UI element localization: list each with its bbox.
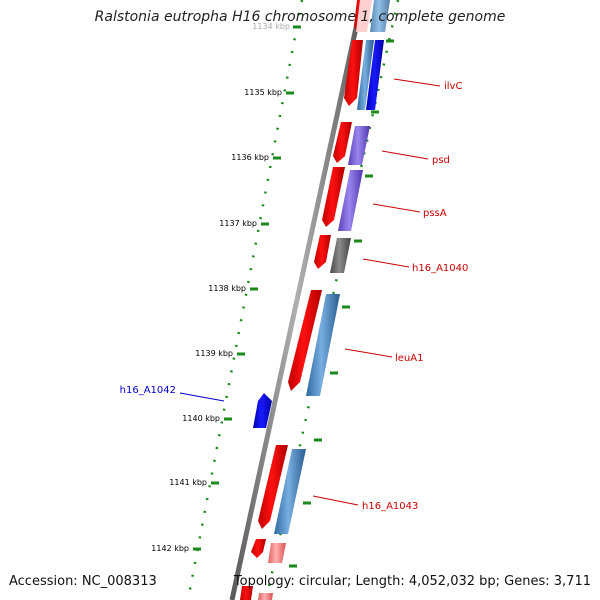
gene-arrow-h16a1043 xyxy=(258,445,288,529)
gene-label-pssa: pssA xyxy=(423,208,447,219)
cog-bar-leua1 xyxy=(306,294,340,396)
gene-label-psd: psd xyxy=(432,155,450,166)
inner-ruler-dots xyxy=(186,0,304,600)
outer-ruler-ticks xyxy=(289,39,394,568)
scale-label-1137: 1137 kbp xyxy=(219,219,257,228)
leader-pssa xyxy=(372,203,421,213)
accession-label: Accession: NC_008313 xyxy=(9,574,157,589)
forward-strand-genes xyxy=(240,0,368,600)
leader-h16a1040 xyxy=(362,258,410,268)
gene-arrow-bottom-a xyxy=(251,539,266,558)
cog-bar-ilvc-steel xyxy=(357,40,374,110)
gene-arrow-pssa xyxy=(322,167,345,227)
cog-bar-pssa xyxy=(338,170,363,231)
cog-features xyxy=(258,0,390,600)
scale-label-1134: 1134 kbp xyxy=(252,22,290,31)
cog-bar-top xyxy=(370,0,390,32)
gene-arrow-leua1 xyxy=(288,290,322,391)
gene-arrow-ilvc xyxy=(344,40,363,106)
cog-bar-bottom-pink xyxy=(268,543,286,563)
leader-ilvc xyxy=(393,78,441,87)
cog-bar-h16a1040 xyxy=(330,238,351,273)
cog-bar-top-pink xyxy=(356,0,372,32)
gene-arrow-h16a1040 xyxy=(314,235,331,269)
leader-h16a1042 xyxy=(179,392,225,402)
gene-arrow-h16a1042 xyxy=(253,393,272,428)
inner-ruler-ticks xyxy=(193,25,301,551)
cog-bar-bottom-pink-b xyxy=(258,593,273,600)
cog-bar-h16a1043 xyxy=(274,449,306,534)
leader-leua1 xyxy=(344,348,393,358)
scale-label-1140: 1140 kbp xyxy=(182,414,220,423)
gene-label-h16a1040: h16_A1040 xyxy=(412,263,468,274)
gene-label-h16a1042: h16_A1042 xyxy=(120,385,176,396)
gene-label-leua1: leuA1 xyxy=(395,353,423,364)
scale-label-1139: 1139 kbp xyxy=(195,349,233,358)
leader-psd xyxy=(381,150,429,160)
genome-summary: Topology: circular; Length: 4,052,032 bp… xyxy=(233,574,591,589)
cog-bar-psd xyxy=(348,126,370,165)
scale-label-1141: 1141 kbp xyxy=(169,478,207,487)
label-leaders xyxy=(179,78,441,506)
gene-arrow-bottom-b xyxy=(240,586,253,600)
backbone-line xyxy=(229,0,365,600)
gene-arrow-psd xyxy=(333,122,352,163)
leader-h16a1043 xyxy=(312,495,359,506)
gene-label-h16a1043: h16_A1043 xyxy=(362,501,418,512)
scale-label-1142: 1142 kbp xyxy=(151,544,189,553)
map-title: Ralstonia eutropha H16 chromosome 1, com… xyxy=(94,9,506,25)
scale-label-1138: 1138 kbp xyxy=(208,284,246,293)
cog-bar-ilvc-blue xyxy=(366,40,384,110)
gene-label-ilvc: ilvC xyxy=(444,81,462,92)
scale-label-1136: 1136 kbp xyxy=(231,153,269,162)
scale-label-1135: 1135 kbp xyxy=(244,88,282,97)
